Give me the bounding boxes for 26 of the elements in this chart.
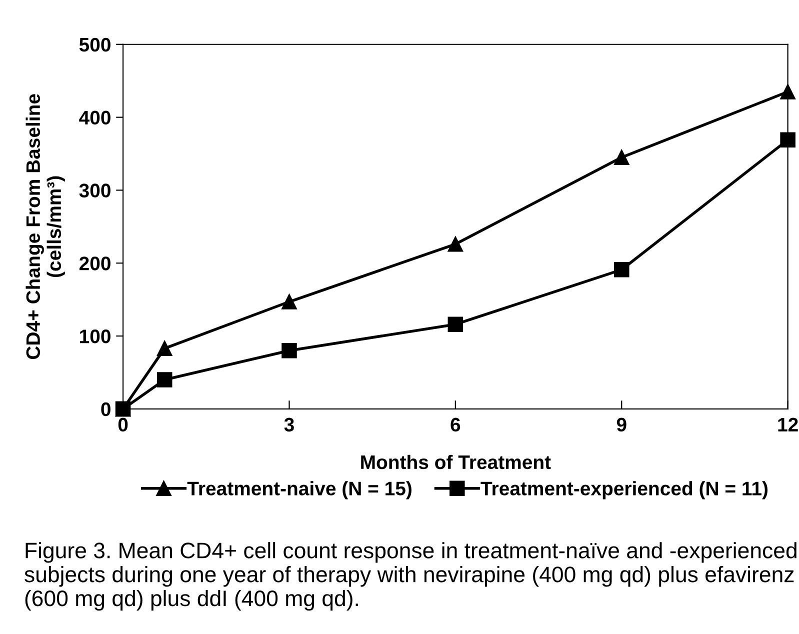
point: [282, 342, 297, 358]
y-axis-title: CD4+ Change From Baseline (cells/mm³): [26, 94, 65, 360]
y-tick-label: 200: [79, 256, 110, 270]
y-tick-label: 400: [79, 110, 110, 125]
point: [780, 132, 796, 148]
x-axis-title: Months of Treatment: [361, 454, 551, 470]
legend-label: Treatment-experienced (N = 11): [480, 481, 768, 500]
y-tick-label: 500: [79, 38, 110, 52]
caption: Figure 3. Mean CD4+ cell count response in treatment-naïve and -experienced subjects during one year of therapy with nevirapine (400 mg qd) plus efavirenz (600 mg qd) plus ddI (400 mg qd).: [24, 542, 796, 611]
x-tick-label: 9: [616, 418, 626, 432]
y-tick-label: 0: [101, 402, 110, 416]
x-tick-label: 12: [778, 418, 798, 432]
point: [448, 316, 464, 332]
point: [614, 262, 630, 278]
point: [282, 294, 297, 310]
point: [448, 236, 464, 252]
x-tick-label: 3: [284, 418, 294, 432]
point: [156, 340, 172, 356]
x-tick-label: 0: [118, 418, 128, 432]
point: [780, 84, 796, 100]
y-tick-label: 300: [79, 184, 110, 198]
point: [156, 372, 172, 388]
legend-label: Treatment-naive (N = 15): [187, 481, 412, 500]
x-tick-label: 6: [450, 418, 460, 432]
point: [614, 150, 630, 166]
y-tick-label: 100: [80, 329, 110, 344]
